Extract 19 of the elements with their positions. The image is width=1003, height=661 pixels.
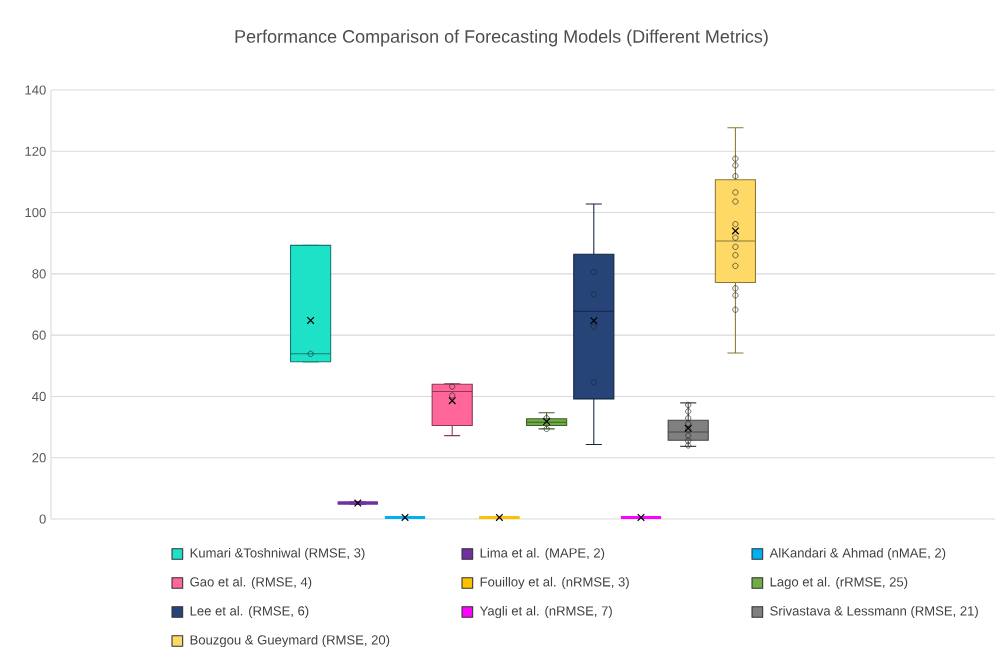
y-tick-label: 20 bbox=[32, 453, 46, 463]
legend-label: Bouzgou & Gueymard (RMSE, 20) bbox=[190, 634, 390, 648]
legend-label: Lee et al. (RMSE, 6) bbox=[190, 605, 309, 619]
legend-label: Fouilloy et al. (nRMSE, 3) bbox=[480, 576, 629, 590]
legend-label: Yagli et al. (nRMSE, 7) bbox=[479, 605, 612, 619]
legend-label: Gao et al. (RMSE, 4) bbox=[190, 576, 312, 590]
y-tick-label: 60 bbox=[32, 330, 46, 340]
y-tick-label: 100 bbox=[25, 207, 46, 218]
chart-title: Performance Comparison of Forecasting Models (Different Metrics) bbox=[235, 29, 768, 47]
legend-label: Kumari &Toshniwal (RMSE, 3) bbox=[190, 547, 365, 561]
legend-label: Srivastava & Lessmann (RMSE, 21) bbox=[770, 605, 978, 619]
y-tick-label: 120 bbox=[25, 146, 46, 156]
y-tick-label: 40 bbox=[32, 391, 46, 402]
legend-label: AlKandari & Ahmad (nMAE, 2) bbox=[769, 547, 946, 561]
legend-label: Lago et al. (rRMSE, 25) bbox=[770, 576, 908, 590]
y-tick-label: 80 bbox=[32, 269, 46, 279]
y-tick-label: 0 bbox=[39, 514, 46, 524]
legend-label: Lima et al. (MAPE, 2) bbox=[480, 547, 605, 561]
y-tick-label: 140 bbox=[25, 85, 46, 95]
